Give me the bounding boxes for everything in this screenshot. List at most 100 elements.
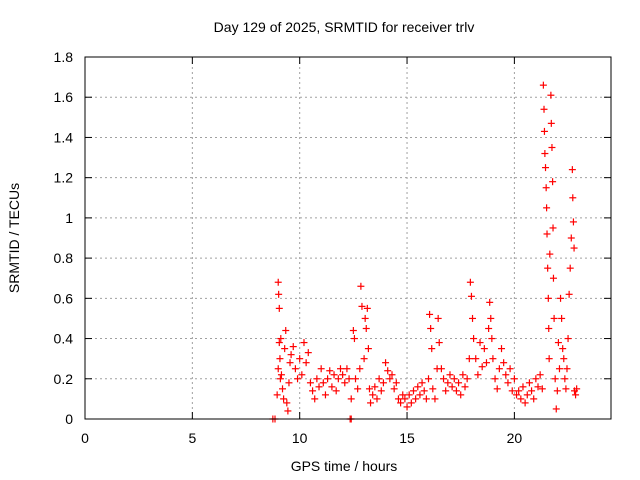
data-point bbox=[434, 314, 442, 322]
data-point bbox=[573, 385, 581, 393]
data-point bbox=[485, 325, 493, 332]
data-point bbox=[554, 339, 562, 347]
y-tick-label: 0.8 bbox=[54, 250, 74, 266]
data-point bbox=[352, 375, 360, 383]
data-point bbox=[542, 164, 550, 172]
x-axis-label: GPS time / hours bbox=[291, 458, 398, 474]
data-point bbox=[403, 403, 411, 411]
data-point bbox=[276, 355, 284, 363]
data-point bbox=[341, 379, 349, 387]
data-point bbox=[394, 395, 402, 403]
data-point bbox=[543, 230, 551, 238]
data-point bbox=[544, 294, 552, 302]
data-point bbox=[540, 127, 548, 135]
data-point bbox=[561, 375, 569, 383]
data-points bbox=[269, 81, 581, 423]
y-tick-label: 1.8 bbox=[54, 49, 74, 65]
plot-frame bbox=[84, 56, 612, 420]
data-point bbox=[350, 335, 358, 343]
data-point bbox=[552, 405, 560, 413]
data-point bbox=[553, 387, 561, 395]
data-point bbox=[315, 383, 323, 391]
data-point bbox=[555, 365, 563, 373]
data-point bbox=[566, 264, 574, 272]
data-point bbox=[540, 105, 548, 113]
data-point bbox=[289, 343, 297, 351]
x-tick-label: 5 bbox=[188, 430, 196, 446]
data-point bbox=[435, 339, 443, 347]
y-tick-label: 1.2 bbox=[54, 170, 74, 186]
data-point bbox=[364, 345, 372, 353]
data-point bbox=[277, 371, 285, 379]
data-point bbox=[549, 224, 557, 232]
data-point bbox=[469, 314, 477, 322]
data-point bbox=[399, 391, 407, 399]
data-point bbox=[472, 355, 480, 363]
data-point bbox=[388, 371, 396, 379]
data-point bbox=[549, 274, 557, 282]
data-point bbox=[543, 204, 551, 212]
data-point bbox=[349, 327, 357, 335]
data-point bbox=[275, 290, 283, 298]
data-point bbox=[416, 391, 424, 399]
data-point bbox=[564, 335, 572, 343]
data-point bbox=[463, 375, 471, 383]
data-point bbox=[510, 375, 518, 383]
data-point bbox=[326, 367, 334, 375]
data-point bbox=[498, 345, 506, 353]
data-point bbox=[455, 379, 463, 387]
data-point bbox=[358, 302, 366, 310]
data-point bbox=[319, 379, 327, 387]
data-point bbox=[452, 387, 460, 395]
data-point bbox=[274, 365, 282, 373]
data-point bbox=[569, 194, 577, 202]
data-point bbox=[519, 383, 527, 391]
data-point bbox=[311, 395, 319, 403]
data-point bbox=[367, 399, 375, 407]
y-tick-label: 1 bbox=[65, 210, 73, 226]
data-point bbox=[538, 385, 546, 393]
data-point bbox=[444, 379, 452, 387]
data-point bbox=[321, 391, 329, 399]
data-point bbox=[347, 395, 355, 403]
data-point bbox=[425, 375, 433, 383]
data-point bbox=[345, 375, 353, 383]
x-tick-label: 15 bbox=[399, 430, 415, 446]
y-axis-label: SRMTID / TECUs bbox=[6, 183, 22, 293]
data-point bbox=[532, 375, 540, 383]
data-point bbox=[409, 387, 417, 395]
data-point bbox=[356, 365, 364, 373]
data-point bbox=[282, 327, 290, 335]
y-tick-label: 1.6 bbox=[54, 89, 74, 105]
data-point bbox=[550, 314, 558, 322]
data-point bbox=[300, 339, 308, 347]
data-point bbox=[442, 387, 450, 395]
data-point bbox=[448, 383, 456, 391]
y-tick-label: 0 bbox=[65, 411, 73, 427]
y-tick-labels: 0 0.2 0.4 0.6 0.8 1 1.2 1.4 1.6 1.8 bbox=[54, 49, 74, 427]
data-point bbox=[525, 379, 533, 387]
data-point bbox=[440, 375, 448, 383]
data-point bbox=[502, 371, 510, 379]
data-point bbox=[521, 399, 529, 407]
data-point bbox=[274, 278, 282, 286]
data-point bbox=[386, 375, 394, 383]
data-point bbox=[309, 387, 317, 395]
data-point bbox=[567, 234, 575, 242]
data-point bbox=[357, 282, 365, 290]
y-tick-label: 0.2 bbox=[54, 371, 74, 387]
data-point bbox=[273, 391, 281, 399]
data-point bbox=[559, 345, 567, 353]
data-point bbox=[361, 314, 369, 322]
data-point bbox=[474, 371, 482, 379]
data-point bbox=[412, 395, 420, 403]
data-point bbox=[286, 359, 294, 367]
data-point bbox=[369, 391, 377, 399]
x-tick-label: 10 bbox=[292, 430, 308, 446]
data-point bbox=[397, 399, 405, 407]
data-point bbox=[457, 391, 465, 399]
data-point bbox=[287, 351, 295, 359]
data-point bbox=[414, 383, 422, 391]
data-point bbox=[377, 387, 385, 395]
data-point bbox=[313, 375, 321, 383]
